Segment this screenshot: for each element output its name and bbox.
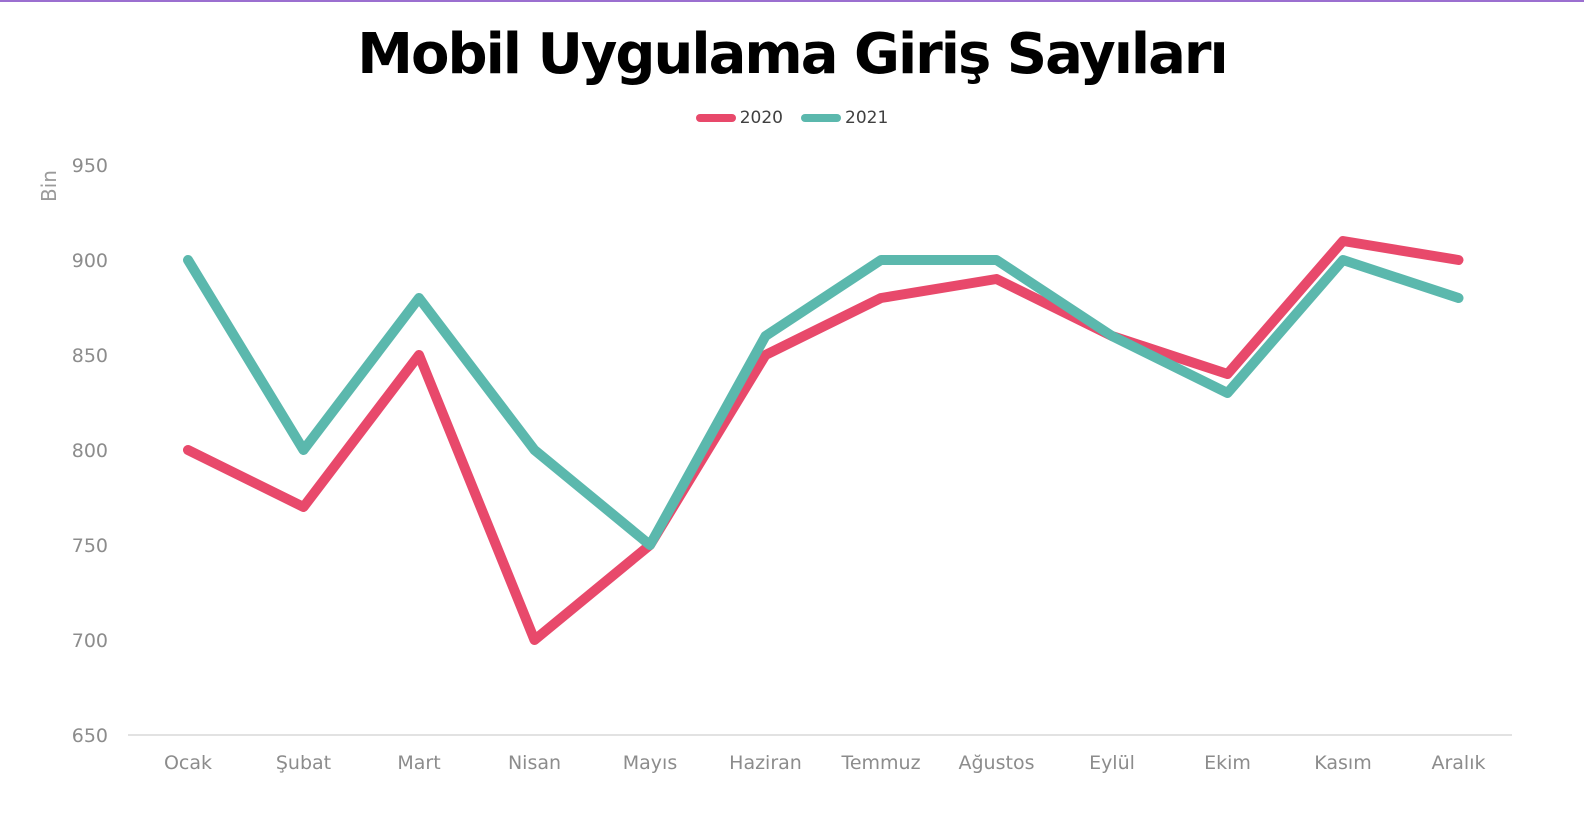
y-tick-label: 850 [72, 345, 108, 367]
series-line-2020 [183, 236, 1464, 645]
x-tick-label: Kasım [1314, 752, 1371, 774]
y-tick-label: 950 [72, 155, 108, 177]
y-axis-title: Bin [37, 170, 61, 202]
x-tick-label: Mart [397, 752, 440, 774]
series-lines [183, 236, 1464, 645]
legend-swatch-2020 [695, 114, 736, 122]
x-tick-label: Eylül [1089, 752, 1135, 774]
top-rule [0, 0, 1584, 2]
x-tick-label: Ağustos [959, 752, 1035, 774]
y-tick-label: 700 [72, 630, 108, 652]
legend-item-2021: 2021 [801, 108, 888, 128]
legend: 2020 2021 [0, 108, 1584, 128]
x-tick-label: Haziran [729, 752, 802, 774]
x-tick-label: Ekim [1204, 752, 1251, 774]
legend-swatch-2021 [801, 114, 841, 122]
legend-label-2021: 2021 [845, 108, 889, 128]
chart-title: Mobil Uygulama Giriş Sayıları [357, 22, 1228, 87]
series-line-2021 [183, 255, 1464, 550]
legend-label-2020: 2020 [739, 108, 783, 128]
y-tick-label: 750 [72, 535, 108, 557]
x-tick-label: Şubat [276, 752, 331, 774]
y-axis: 650 700 750 800 850 900 950 [72, 155, 108, 747]
x-tick-label: Mayıs [623, 752, 677, 774]
x-tick-label: Nisan [508, 752, 561, 774]
x-tick-label: Ocak [164, 752, 212, 774]
x-axis: Ocak Şubat Mart Nisan Mayıs Haziran Temmuz Ağus… [128, 734, 1512, 774]
y-tick-label: 650 [72, 725, 108, 747]
y-tick-label: 800 [72, 440, 108, 462]
legend-item-2020: 2020 [695, 108, 783, 128]
x-tick-label: Aralık [1431, 752, 1485, 774]
y-tick-label: 900 [72, 250, 108, 272]
x-tick-label: Temmuz [840, 752, 920, 774]
